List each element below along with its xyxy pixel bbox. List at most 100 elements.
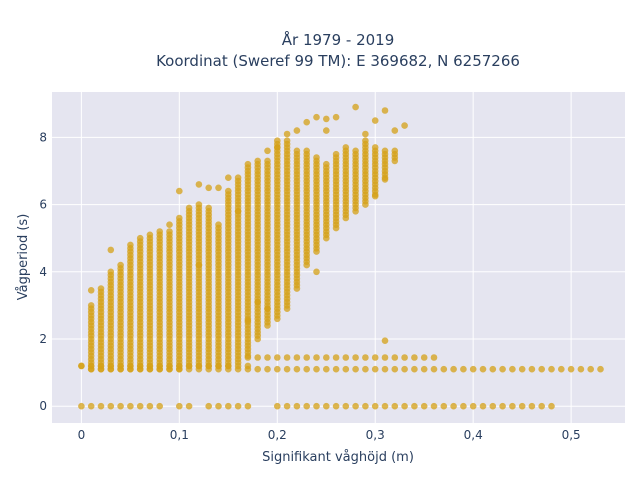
data-point [371,144,379,151]
data-point [332,365,340,373]
data-point [264,157,271,165]
data-point [136,402,144,410]
data-point [362,354,369,361]
data-point [411,354,418,361]
data-point [352,402,359,410]
data-point [313,354,320,361]
data-point [401,122,408,129]
data-point [352,103,359,111]
data-point [293,354,301,361]
y-tick-label: 2 [39,332,47,346]
data-point [244,160,252,168]
data-point [323,354,330,361]
data-point [313,154,320,161]
data-point [450,365,457,373]
data-point [195,181,203,188]
data-point [97,362,105,370]
data-point [127,241,134,249]
data-point [225,402,232,410]
data-point [146,402,154,410]
data-point [362,137,369,144]
data-point [215,362,222,370]
data-point [78,402,85,410]
data-point [479,402,487,410]
data-point [391,147,399,155]
data-point [528,402,536,410]
data-point [450,402,457,410]
data-point [558,365,565,373]
data-point [381,402,389,410]
data-point [391,127,399,134]
data-point [323,365,330,373]
data-point [342,365,350,373]
data-point [489,365,497,373]
data-point [283,354,291,361]
data-point [509,365,516,373]
data-point [234,174,242,181]
data-point [313,113,320,121]
data-point [195,362,203,370]
data-point [97,402,105,410]
data-point [420,402,428,410]
data-point [587,365,594,373]
data-point [185,402,193,410]
data-point [469,365,477,373]
data-point [254,157,261,165]
data-point [215,184,222,192]
data-point [371,117,379,124]
data-point [176,187,183,195]
data-point [440,365,448,373]
data-point [597,365,604,373]
data-point [313,268,320,276]
data-point [342,354,350,361]
data-point [185,204,193,212]
x-tick-label: 0,4 [464,428,483,442]
data-point [156,228,163,235]
data-point [371,192,379,200]
data-point [136,234,144,242]
data-point [166,221,173,228]
data-point [215,402,222,410]
data-point [107,362,115,370]
data-point [234,402,242,410]
data-point [381,147,389,155]
data-point [401,402,408,410]
data-point [362,130,369,138]
data-point [420,365,428,373]
data-point [509,402,516,410]
data-point [195,261,203,269]
data-point [225,187,232,195]
data-point [215,221,222,228]
data-point [323,160,330,168]
y-tick-label: 4 [39,265,47,279]
data-point [205,204,212,212]
data-point [156,402,163,410]
data-point [460,365,467,373]
data-point [274,137,281,144]
data-point [548,365,555,373]
data-point [87,287,95,294]
data-point [391,402,399,410]
chart-title-line2: Koordinat (Sweref 99 TM): E 369682, N 62… [156,52,520,70]
data-point [518,402,526,410]
x-axis-title: Signifikant våghöjd (m) [262,450,414,465]
data-point [430,402,438,410]
data-point [107,246,115,254]
data-points [78,103,604,410]
chart-title-line1: År 1979 - 2019 [282,30,395,49]
data-point [264,147,271,155]
data-point [127,402,134,410]
data-point [185,362,193,370]
data-point [352,147,359,155]
data-point [176,362,183,370]
data-point [323,402,330,410]
data-point [440,402,448,410]
data-point [391,354,399,361]
data-point [371,402,379,410]
data-point [87,302,95,309]
data-point [166,362,173,370]
data-point [391,365,399,373]
data-point [117,402,124,410]
data-point [381,365,389,373]
